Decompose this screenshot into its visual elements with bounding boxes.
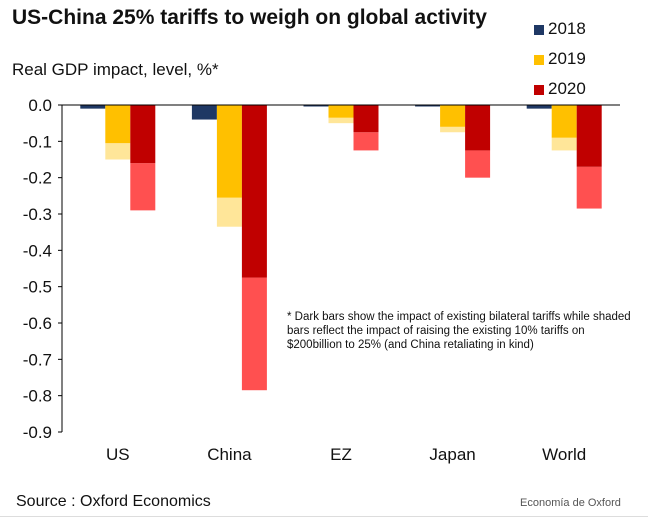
y-tick-label: -0.1 bbox=[23, 132, 52, 151]
bar-shaded-2020-world bbox=[576, 166, 602, 209]
bar-shaded-2019-japan bbox=[440, 126, 466, 133]
bar-shaded-2019-china bbox=[216, 197, 242, 227]
legend-label-2019: 2019 bbox=[548, 49, 586, 68]
bar-2018-china bbox=[191, 105, 217, 120]
chart-note: * Dark bars show the impact of existing … bbox=[287, 311, 631, 351]
bar-shaded-2020-us bbox=[130, 163, 156, 211]
bar-2018-us bbox=[80, 105, 106, 109]
legend-item-2020: 2020 bbox=[534, 79, 644, 106]
x-axis: US China EZ Japan World bbox=[62, 104, 620, 464]
bar-2019-us bbox=[105, 105, 131, 144]
bar-2019-ez bbox=[328, 105, 354, 118]
y-tick-label: -0.6 bbox=[23, 314, 52, 333]
y-tick-label: -0.3 bbox=[23, 205, 52, 224]
bar-shaded-2020-japan bbox=[465, 150, 491, 178]
bar-shaded-2020-ez bbox=[353, 132, 379, 151]
chart-subtitle: Real GDP impact, level, %* bbox=[12, 60, 219, 79]
bar-2020-japan bbox=[465, 105, 491, 151]
bar-2020-world bbox=[576, 105, 602, 167]
y-tick-label: -0.9 bbox=[23, 423, 52, 442]
bars bbox=[80, 105, 602, 391]
y-tick-label: -0.4 bbox=[23, 241, 52, 260]
bar-2020-ez bbox=[353, 105, 379, 133]
legend-swatch-2019 bbox=[534, 55, 544, 65]
bottom-rule bbox=[0, 516, 648, 517]
legend-item-2018: 2018 bbox=[534, 19, 644, 46]
bar-shaded-2020-china bbox=[241, 277, 267, 391]
y-axis: 0.0 -0.1 -0.2 -0.3 -0.4 -0.5 -0.6 -0.7 -0.8 -0.9 bbox=[23, 96, 63, 442]
legend-swatch-2020 bbox=[534, 85, 544, 95]
bar-2018-japan bbox=[415, 105, 441, 107]
y-tick-label: -0.2 bbox=[23, 169, 52, 188]
x-tick-label: US bbox=[106, 445, 130, 464]
y-tick-label: -0.8 bbox=[23, 387, 52, 406]
x-tick-label: Japan bbox=[429, 445, 475, 464]
chart-title: US-China 25% tariffs to weigh on global … bbox=[12, 6, 487, 29]
x-tick-label: EZ bbox=[330, 445, 352, 464]
legend-swatch-2018 bbox=[534, 25, 544, 35]
legend-label-2018: 2018 bbox=[548, 19, 586, 38]
x-tick-label: World bbox=[542, 445, 586, 464]
legend-label-2020: 2020 bbox=[548, 79, 586, 98]
y-tick-label: -0.7 bbox=[23, 350, 52, 369]
bar-shaded-2019-world bbox=[551, 137, 577, 151]
y-tick-label: 0.0 bbox=[28, 96, 52, 115]
legend-item-2019: 2019 bbox=[534, 49, 644, 76]
bar-2018-ez bbox=[303, 105, 329, 107]
bar-2020-china bbox=[241, 105, 267, 278]
watermark: Economía de Oxford bbox=[520, 497, 621, 509]
bar-2020-us bbox=[130, 105, 156, 164]
bar-shaded-2019-ez bbox=[328, 117, 354, 124]
bar-shaded-2019-us bbox=[105, 143, 131, 160]
bar-2018-world bbox=[526, 105, 552, 109]
y-tick-label: -0.5 bbox=[23, 278, 52, 297]
bar-2019-japan bbox=[440, 105, 466, 127]
x-tick-label: China bbox=[207, 445, 252, 464]
source-label: Source : Oxford Economics bbox=[16, 493, 211, 510]
bar-2019-china bbox=[216, 105, 242, 198]
bar-2019-world bbox=[551, 105, 577, 138]
